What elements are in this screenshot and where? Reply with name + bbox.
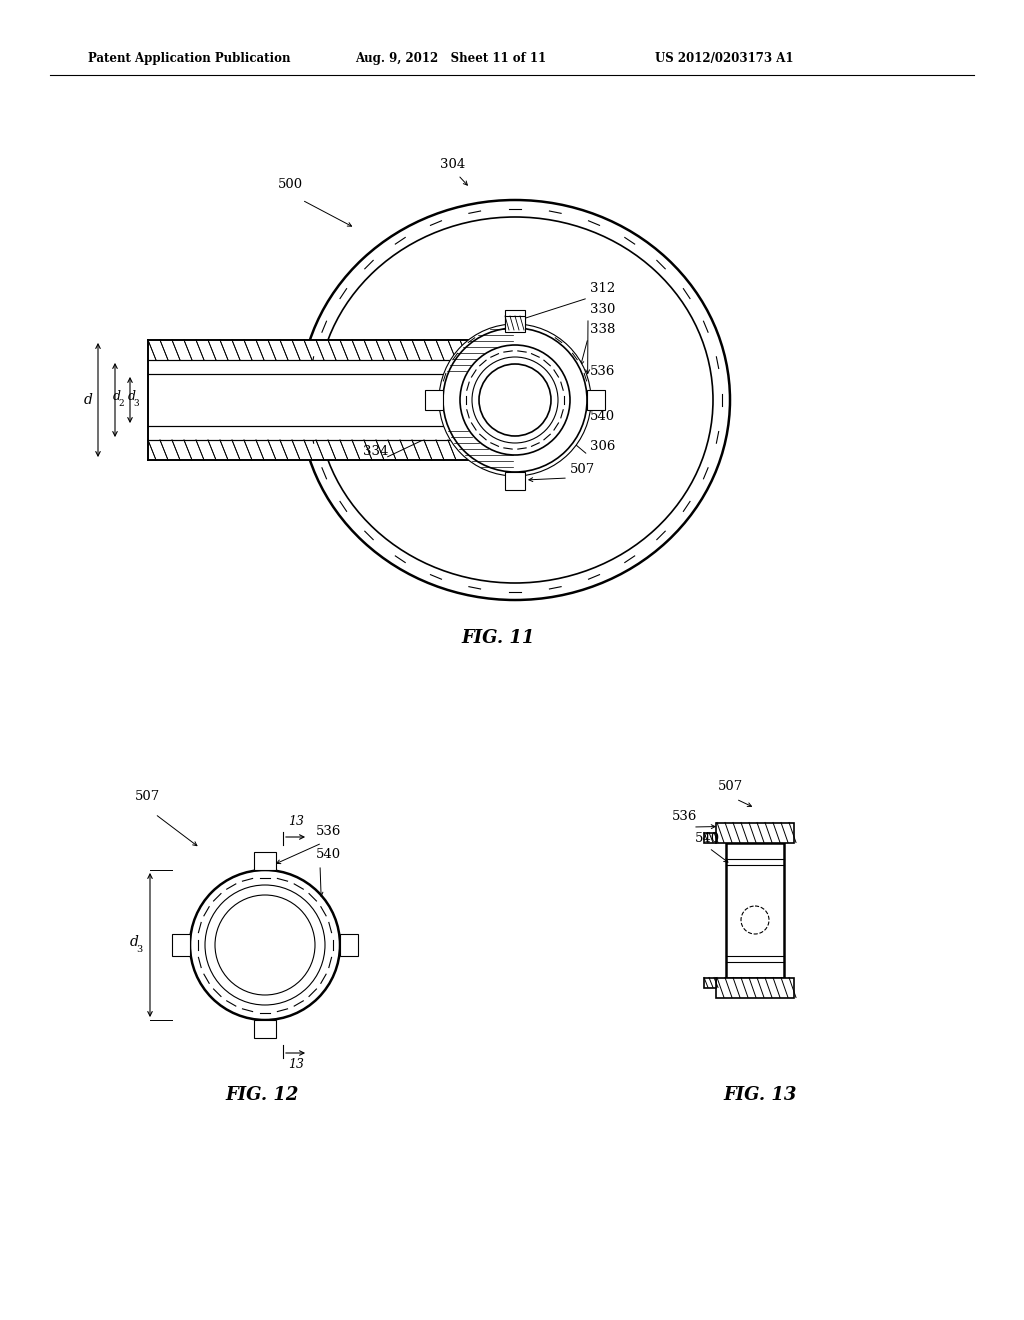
Circle shape [205,884,325,1005]
Bar [505,315,525,333]
Text: Patent Application Publication: Patent Application Publication [88,51,291,65]
Text: 306: 306 [590,440,615,453]
Bar [505,473,525,490]
Text: 507: 507 [718,780,743,793]
Text: 3: 3 [133,400,139,408]
Bar [148,360,515,440]
Text: 536: 536 [672,810,697,822]
Text: d: d [84,393,92,407]
Text: FIG. 12: FIG. 12 [225,1086,299,1104]
Text: 312: 312 [590,282,615,294]
Bar [254,851,276,870]
Bar [340,935,358,956]
Text: 540: 540 [316,847,341,861]
Bar [726,842,784,978]
Ellipse shape [317,216,713,583]
Text: 507: 507 [135,789,160,803]
Circle shape [190,870,340,1020]
Ellipse shape [472,356,558,444]
Text: 13: 13 [288,814,304,828]
Text: FIG. 11: FIG. 11 [462,630,535,647]
Text: 540: 540 [590,411,615,422]
Bar [587,389,605,411]
Ellipse shape [443,327,587,473]
Bar [705,978,716,987]
Bar [148,341,515,360]
Bar [254,1020,276,1038]
Bar [425,389,443,411]
Text: 334: 334 [362,445,388,458]
Text: 330: 330 [590,304,615,315]
Text: 507: 507 [570,463,595,477]
Circle shape [741,906,769,935]
Bar [505,310,525,327]
Circle shape [215,895,315,995]
Text: 13: 13 [288,1059,304,1071]
Ellipse shape [300,201,730,601]
Bar [716,822,794,842]
Text: FIG. 13: FIG. 13 [723,1086,797,1104]
Bar [172,935,190,956]
Text: 540: 540 [695,832,720,845]
Ellipse shape [460,345,570,455]
Text: d: d [113,391,121,404]
Text: d: d [130,935,138,949]
Ellipse shape [439,323,591,477]
Text: Aug. 9, 2012   Sheet 11 of 11: Aug. 9, 2012 Sheet 11 of 11 [355,51,546,65]
Bar [148,440,515,459]
Text: 2: 2 [118,400,124,408]
Text: 536: 536 [590,366,615,378]
Text: 338: 338 [590,323,615,337]
Bar [705,833,716,842]
Circle shape [479,364,551,436]
Bar [716,978,794,998]
Text: 536: 536 [316,825,341,838]
Text: 304: 304 [440,158,465,172]
Text: 3: 3 [136,945,142,954]
Text: US 2012/0203173 A1: US 2012/0203173 A1 [655,51,794,65]
Text: d: d [128,391,136,404]
Text: 500: 500 [278,178,303,191]
